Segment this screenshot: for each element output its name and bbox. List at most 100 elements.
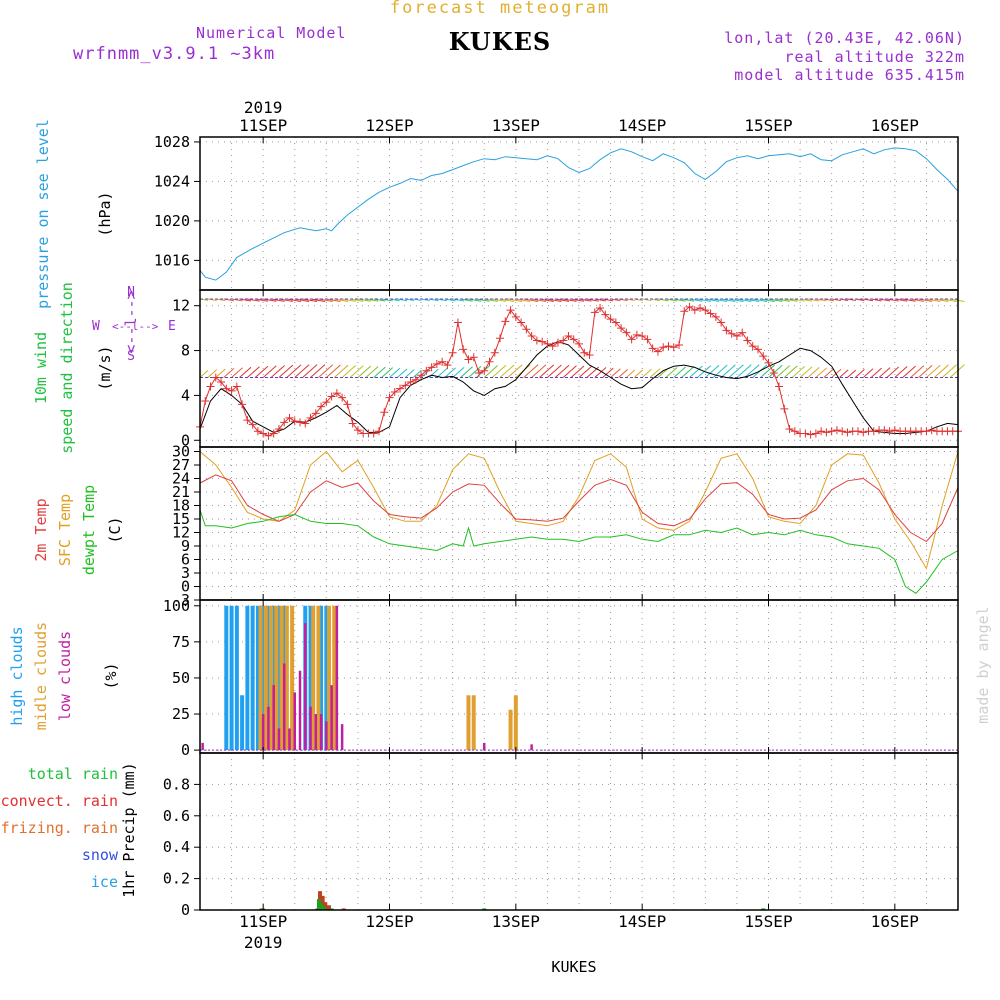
y-tick-label: 0 <box>181 741 190 759</box>
y-tick-label: 50 <box>172 669 190 687</box>
wind-barb <box>626 369 636 378</box>
high-cloud-bar <box>229 605 234 751</box>
wind-barb <box>554 364 570 378</box>
y-tick-label: 15 <box>172 510 190 528</box>
wind-barb <box>476 298 490 302</box>
wind-speed-marker <box>411 375 420 384</box>
y-tick-label: 0 <box>181 578 190 596</box>
wind-speed-marker <box>653 347 662 356</box>
sfc-temp-line <box>199 450 959 570</box>
wind-speed-marker <box>369 429 378 438</box>
x-tick-label-top: 11SEP <box>239 116 287 135</box>
wind-speed-marker <box>717 318 726 327</box>
station-title: KUKES <box>448 27 552 56</box>
wind-barb <box>468 365 482 378</box>
low-cloud-bar <box>483 742 486 751</box>
wind-axis-label-line1: 10m wind <box>32 332 50 404</box>
wind-barb <box>412 369 422 378</box>
wind-barb <box>278 364 294 378</box>
lonlat-label: lon,lat (20.43E, 42.06N) <box>724 29 965 47</box>
x-tick-label-top: 14SEP <box>618 116 666 135</box>
wind-speed-marker <box>248 420 257 429</box>
wind-speed-marker <box>885 427 894 436</box>
wind-barb <box>673 366 686 378</box>
total-rain-bar <box>319 903 324 910</box>
wind-barb <box>247 366 260 378</box>
wind-speed-marker <box>627 335 636 344</box>
x-tick-label-bottom: 15SEP <box>744 912 792 931</box>
wind-speed-marker <box>501 317 510 326</box>
wind-speed-marker <box>611 318 620 327</box>
wind-speed-marker <box>285 413 294 422</box>
wind-speed-marker <box>374 427 383 436</box>
wind-speed-marker <box>417 371 426 380</box>
wind-speed-marker <box>638 331 647 340</box>
wind-barb <box>792 298 805 302</box>
wind-barb <box>247 298 260 302</box>
y-tick-label: 75 <box>172 633 190 651</box>
wind-speed-marker <box>748 342 757 351</box>
y-tick-label: 1024 <box>154 172 190 190</box>
wind-barb <box>389 367 401 378</box>
x-tick-label-bottom: 14SEP <box>618 912 666 931</box>
compass-west-label: W <box>92 319 100 334</box>
wind-barb <box>728 364 744 378</box>
wind-barb <box>413 298 422 301</box>
wind-speed-marker <box>380 408 389 417</box>
wind-barb <box>886 298 899 302</box>
wind-barb <box>570 365 585 378</box>
wind-barb <box>878 367 891 378</box>
y-tick-label: -3 <box>172 591 190 609</box>
y-tick-label: 6 <box>181 551 190 569</box>
wind-speed-marker <box>738 328 747 337</box>
y-tick-label: 100 <box>163 597 190 615</box>
middle-cloud-bar <box>279 605 284 751</box>
low-cloud-bar <box>282 663 286 751</box>
wind-speed-marker <box>853 427 862 436</box>
wind-speed-marker <box>280 418 289 427</box>
dewpt-temp-axis-label: dewpt Temp <box>80 485 98 575</box>
wind-barb <box>349 365 364 378</box>
convect-rain-bar <box>320 895 325 910</box>
y-tick-label: 24 <box>172 470 190 488</box>
wind-speed-marker <box>506 306 515 315</box>
low-cloud-bar <box>330 685 333 751</box>
wind-speed-marker <box>211 373 220 382</box>
y-tick-label: 12 <box>172 524 190 542</box>
wind-speed-marker <box>685 302 694 311</box>
middle-cloud-bar <box>263 605 268 751</box>
model-version: wrfnmm_v3.9.1 ~3km <box>73 44 276 64</box>
wind-speed-marker <box>806 430 815 439</box>
wind-speed-marker <box>238 400 247 409</box>
wind-speed-marker <box>532 336 541 345</box>
wind-speed-marker <box>438 357 447 366</box>
wind-speed-marker <box>527 331 536 340</box>
wind-speed-black-line <box>199 341 959 434</box>
wind-speed-marker <box>706 309 715 318</box>
wind-barb <box>531 364 547 378</box>
wind-speed-marker <box>443 361 452 370</box>
wind-barb <box>239 366 252 378</box>
wind-speed-marker <box>727 329 736 338</box>
middle-cloud-bar <box>471 695 476 751</box>
low-cloud-bar <box>304 623 307 751</box>
wind-barb <box>839 369 849 378</box>
middle-cloud-bar <box>466 695 471 751</box>
watermark-label: made by angel <box>974 606 992 723</box>
wind-speed-marker <box>890 426 899 435</box>
convect-rain-bar <box>326 905 331 910</box>
middle-cloud-bar <box>269 605 274 751</box>
high-cloud-bar <box>245 605 250 751</box>
wind-speed-marker <box>511 312 520 321</box>
x-tick-label-bottom: 11SEP <box>239 912 287 931</box>
wind-speed-marker <box>827 427 836 436</box>
precip-legend-label: ice <box>91 873 118 891</box>
wind-speed-marker <box>543 339 552 348</box>
wind-speed-marker <box>264 431 273 440</box>
y-tick-label: 0.6 <box>163 807 190 825</box>
wind-barb <box>231 367 243 378</box>
wind-speed-marker <box>348 419 357 428</box>
wind-barb <box>373 366 386 378</box>
wind-barb <box>270 365 285 378</box>
